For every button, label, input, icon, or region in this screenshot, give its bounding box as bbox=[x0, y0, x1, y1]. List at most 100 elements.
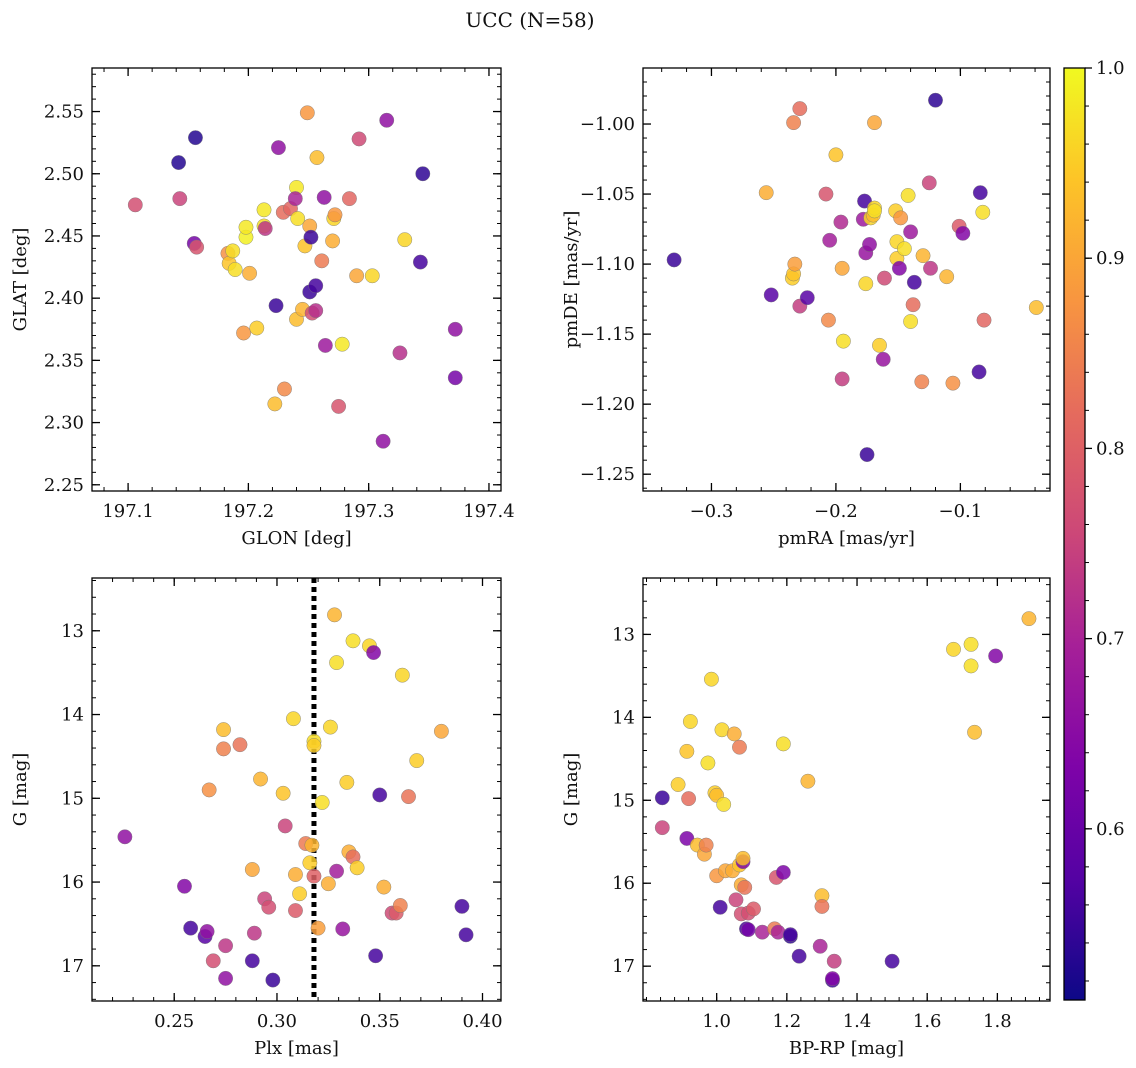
data-point bbox=[666, 252, 682, 268]
data-point bbox=[201, 782, 217, 798]
data-point bbox=[945, 375, 961, 391]
y-axis-label: G [mag] bbox=[561, 753, 582, 826]
data-point bbox=[171, 155, 187, 170]
data-point bbox=[963, 636, 979, 652]
y-tick-label: −1.00 bbox=[580, 114, 635, 135]
data-point bbox=[967, 724, 982, 740]
data-point bbox=[906, 274, 922, 290]
data-point bbox=[921, 175, 937, 191]
minor-ticks bbox=[643, 67, 1050, 491]
data-point bbox=[309, 150, 325, 165]
y-tick-label: −1.10 bbox=[580, 254, 635, 275]
minor-ticks bbox=[643, 578, 1050, 1001]
data-point bbox=[737, 879, 753, 895]
data-point bbox=[884, 953, 900, 969]
data-point bbox=[905, 297, 921, 313]
data-point bbox=[833, 214, 849, 230]
data-point bbox=[732, 739, 747, 755]
data-point bbox=[257, 221, 273, 236]
scatter-points bbox=[666, 92, 1044, 462]
data-point bbox=[331, 398, 347, 414]
data-point bbox=[292, 886, 307, 902]
data-point bbox=[317, 338, 333, 353]
x-tick-label: 1.0 bbox=[702, 1011, 731, 1032]
data-point bbox=[349, 860, 365, 876]
data-point bbox=[379, 112, 395, 128]
y-tick-label: 13 bbox=[612, 624, 635, 645]
data-point bbox=[872, 337, 887, 353]
data-point bbox=[763, 287, 779, 303]
data-point bbox=[822, 232, 838, 248]
data-point bbox=[814, 899, 830, 914]
data-point bbox=[329, 863, 344, 879]
axes-frame bbox=[642, 577, 1051, 1002]
data-point bbox=[786, 115, 802, 131]
y-axis-label: G [mag] bbox=[10, 753, 31, 826]
y-tick-label: 17 bbox=[612, 956, 635, 977]
data-point bbox=[394, 667, 410, 683]
data-point bbox=[265, 972, 281, 988]
scatter-points bbox=[117, 607, 474, 988]
data-point bbox=[308, 303, 324, 319]
data-point bbox=[299, 105, 315, 121]
data-point bbox=[199, 924, 215, 939]
data-point bbox=[1028, 300, 1044, 315]
data-point bbox=[345, 633, 361, 649]
data-point bbox=[286, 711, 301, 727]
x-axis-label: BP-RP [mag] bbox=[789, 1038, 904, 1059]
data-point bbox=[183, 920, 199, 936]
data-point bbox=[275, 785, 291, 801]
data-point bbox=[320, 876, 336, 892]
data-point bbox=[826, 953, 842, 969]
data-point bbox=[172, 191, 188, 207]
x-tick-label: 197.1 bbox=[102, 501, 154, 522]
data-point bbox=[227, 262, 243, 277]
x-tick-label: 1.2 bbox=[773, 1011, 802, 1032]
scatter-points bbox=[127, 105, 463, 449]
y-tick-label: 16 bbox=[612, 873, 635, 894]
data-point bbox=[728, 892, 744, 908]
figure-title: UCC (N=58) bbox=[465, 8, 594, 32]
y-tick-label: 2.25 bbox=[44, 475, 84, 496]
data-point bbox=[858, 276, 874, 292]
x-tick-label: 0.25 bbox=[154, 1011, 194, 1032]
data-point bbox=[304, 837, 320, 853]
minor-ticks bbox=[92, 578, 501, 1001]
data-point bbox=[375, 433, 391, 449]
data-point bbox=[818, 186, 834, 202]
data-point bbox=[758, 185, 774, 201]
x-tick-label: 1.4 bbox=[843, 1011, 872, 1032]
data-point bbox=[413, 254, 428, 270]
data-point bbox=[303, 229, 319, 245]
data-point bbox=[800, 773, 816, 789]
data-point bbox=[754, 924, 770, 940]
data-point bbox=[244, 953, 260, 969]
data-point bbox=[392, 898, 408, 913]
y-tick-label: 2.45 bbox=[44, 226, 84, 247]
data-point bbox=[458, 927, 474, 943]
data-point bbox=[939, 269, 955, 285]
data-point bbox=[712, 899, 728, 915]
data-point bbox=[835, 333, 851, 349]
panel-pmra-pmde: −0.3 −0.2 −0.1 −1.25 −1.20 −1.15 −1.10 −1.05 −1.… bbox=[561, 67, 1051, 549]
axes-frame bbox=[642, 67, 1051, 492]
data-point bbox=[218, 970, 233, 986]
y-tick-label: 2.50 bbox=[44, 164, 84, 185]
data-point bbox=[704, 671, 719, 687]
data-point bbox=[700, 755, 716, 771]
data-point bbox=[834, 260, 850, 276]
data-point bbox=[364, 268, 380, 284]
data-point bbox=[915, 248, 931, 264]
data-point bbox=[268, 298, 284, 314]
data-point bbox=[799, 290, 815, 306]
panel-plx-g: 0.25 0.30 0.35 0.40 13 14 15 16 17 Plx [mas] G [ma… bbox=[10, 577, 503, 1059]
data-point bbox=[976, 312, 992, 328]
data-point bbox=[821, 312, 836, 328]
colorbar: 0.6 0.7 0.8 0.9 1.0 bbox=[1063, 58, 1125, 1001]
y-axis-label: GLAT [deg] bbox=[10, 228, 31, 332]
data-point bbox=[903, 314, 918, 329]
data-point bbox=[716, 797, 732, 812]
y-tick-label: 16 bbox=[61, 872, 84, 893]
x-tick-label: 0.30 bbox=[257, 1011, 297, 1032]
y-tick-label: −1.05 bbox=[580, 184, 635, 205]
